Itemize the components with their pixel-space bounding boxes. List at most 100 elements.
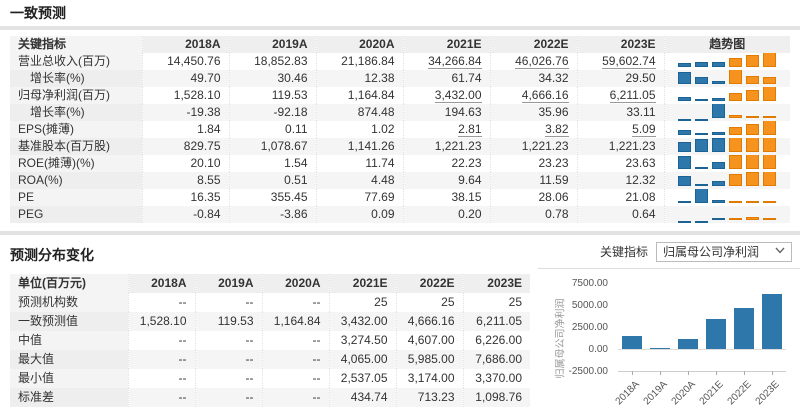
value-cell: 2.81 bbox=[403, 121, 491, 138]
trend-bar bbox=[763, 200, 777, 203]
trend-bar bbox=[729, 126, 743, 135]
trend-sparkline-chart bbox=[678, 172, 777, 189]
value-text: 1,221.23 bbox=[521, 139, 569, 153]
trend-cell bbox=[664, 206, 790, 223]
value-cell: 1,528.10 bbox=[142, 87, 230, 104]
value-cell: -- bbox=[128, 350, 196, 369]
value-cell: 1,164.84 bbox=[316, 87, 404, 104]
value-cell: 1.02 bbox=[316, 121, 404, 138]
value-cell: -- bbox=[128, 331, 196, 350]
value-cell: -3.86 bbox=[229, 206, 317, 223]
value-cell: 1,078.67 bbox=[229, 138, 317, 155]
value-cell: 434.74 bbox=[329, 388, 397, 407]
trend-bar bbox=[695, 183, 709, 186]
table-header-row: 单位(百万元) 2018A 2019A 2020A 2021E 2022E 2023E bbox=[10, 274, 530, 293]
value-text: 30.46 bbox=[277, 71, 308, 85]
trend-bar bbox=[763, 155, 777, 169]
value-text: 355.45 bbox=[270, 190, 308, 204]
value-text: 1,221.23 bbox=[608, 139, 656, 153]
value-text: 1.54 bbox=[284, 156, 308, 170]
value-cell: 33.11 bbox=[577, 104, 665, 121]
trend-bar bbox=[695, 98, 709, 101]
trend-bar bbox=[678, 129, 692, 135]
value-text: 1.84 bbox=[197, 122, 221, 136]
trend-bar bbox=[746, 115, 760, 118]
value-cell: 11.59 bbox=[490, 172, 578, 189]
value-text: 3.82 bbox=[545, 122, 569, 137]
value-text: 4,666.16 bbox=[521, 88, 569, 103]
value-text: 0.64 bbox=[632, 207, 656, 221]
row-label: PE bbox=[10, 189, 143, 206]
value-cell: 713.23 bbox=[396, 388, 464, 407]
trend-cell bbox=[664, 104, 790, 121]
value-cell: 61.74 bbox=[403, 70, 491, 87]
value-cell: -- bbox=[195, 293, 263, 312]
chevron-down-icon bbox=[775, 246, 785, 257]
value-cell: 20.10 bbox=[142, 155, 230, 172]
value-cell: 3,432.00 bbox=[403, 87, 491, 104]
table-row: PEG -0.84 -3.86 0.09 0.20 0.78 0.64 bbox=[10, 206, 790, 223]
trend-bar bbox=[746, 138, 760, 152]
table-row: 增长率(%) -19.38 -92.18 874.48 194.63 35.96 33.11 bbox=[10, 104, 790, 121]
value-text: 11.74 bbox=[365, 156, 395, 170]
value-text: 21,186.84 bbox=[341, 54, 395, 68]
trend-bar bbox=[729, 173, 743, 186]
row-label: 增长率(%) bbox=[10, 70, 143, 87]
value-text: 46,026.76 bbox=[515, 54, 569, 69]
value-text: 14,450.76 bbox=[167, 54, 221, 68]
value-cell: 6,226.00 bbox=[463, 331, 530, 350]
value-cell: 7,686.00 bbox=[463, 350, 530, 369]
value-text: 23.23 bbox=[538, 156, 569, 170]
value-text: 20.10 bbox=[190, 156, 221, 170]
row-label: ROE(摊薄)(%) bbox=[10, 155, 143, 172]
column-header-year: 2018A bbox=[142, 36, 230, 53]
value-cell: 2,537.05 bbox=[329, 369, 397, 388]
value-cell: 6,211.05 bbox=[463, 312, 530, 331]
trend-bar bbox=[712, 138, 726, 152]
trend-bar bbox=[712, 199, 726, 203]
trend-bar bbox=[746, 155, 760, 169]
trend-cell bbox=[664, 138, 790, 155]
value-text: 1,141.26 bbox=[347, 139, 395, 153]
column-header-year: 2022E bbox=[490, 36, 578, 53]
trend-bar bbox=[678, 200, 692, 203]
value-text: 1,164.84 bbox=[347, 88, 395, 102]
trend-cell bbox=[664, 189, 790, 206]
value-cell: 22.23 bbox=[403, 155, 491, 172]
value-cell: 6,211.05 bbox=[577, 87, 665, 104]
trend-bar bbox=[678, 62, 692, 67]
value-cell: 35.96 bbox=[490, 104, 578, 121]
row-label: 增长率(%) bbox=[10, 104, 143, 121]
value-cell: 0.20 bbox=[403, 206, 491, 223]
value-text: 28.06 bbox=[538, 190, 569, 204]
value-text: 61.74 bbox=[451, 71, 482, 85]
trend-bar bbox=[729, 57, 743, 67]
value-cell: 29.50 bbox=[577, 70, 665, 87]
value-text: 194.63 bbox=[444, 105, 482, 119]
value-text: 22.23 bbox=[451, 156, 482, 170]
value-cell: 16.35 bbox=[142, 189, 230, 206]
value-text: 18,852.83 bbox=[254, 54, 308, 68]
metric-select-dropdown[interactable]: 归属母公司净利润 bbox=[656, 241, 792, 262]
section-divider bbox=[0, 231, 800, 235]
column-header-year: 2021E bbox=[403, 36, 491, 53]
trend-bar bbox=[695, 76, 709, 84]
trend-bar bbox=[695, 132, 709, 135]
value-cell: 23.63 bbox=[577, 155, 665, 172]
value-cell: 8.55 bbox=[142, 172, 230, 189]
value-text: -19.38 bbox=[186, 105, 221, 119]
value-cell: -- bbox=[262, 350, 330, 369]
value-text: 49.70 bbox=[190, 71, 221, 85]
table-row: 基准股本(百万股) 829.75 1,078.67 1,141.26 1,221.23 1… bbox=[10, 138, 790, 155]
value-cell: 4,666.16 bbox=[396, 312, 464, 331]
trend-sparkline-chart bbox=[678, 121, 777, 138]
profit-forecast-bar-chart: 归属母公司净利润 7500.00 5000.00 2500.00 0.00 -2500.0… bbox=[538, 269, 800, 410]
row-label: ROA(%) bbox=[10, 172, 143, 189]
trend-bar bbox=[763, 115, 777, 118]
trend-bar bbox=[763, 138, 777, 152]
value-text: 0.09 bbox=[371, 207, 395, 221]
value-text: 0.20 bbox=[458, 207, 482, 221]
trend-bar bbox=[763, 121, 777, 135]
chart-bar bbox=[678, 339, 698, 349]
value-text: -92.18 bbox=[273, 105, 308, 119]
